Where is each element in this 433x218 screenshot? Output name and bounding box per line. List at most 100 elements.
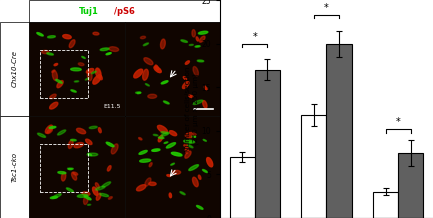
Ellipse shape [50, 102, 58, 109]
Ellipse shape [99, 75, 102, 80]
Ellipse shape [142, 69, 148, 80]
Ellipse shape [158, 125, 168, 133]
Ellipse shape [93, 187, 98, 195]
Ellipse shape [172, 170, 181, 174]
Y-axis label: Number of cells/section
(250 μm × 250 μm): Number of cells/section (250 μm × 250 μm… [185, 66, 199, 152]
Ellipse shape [71, 139, 76, 141]
Ellipse shape [164, 101, 169, 104]
Ellipse shape [161, 81, 168, 84]
Ellipse shape [100, 48, 109, 51]
Ellipse shape [152, 149, 160, 151]
Ellipse shape [184, 144, 187, 146]
Text: *: * [324, 3, 329, 13]
Ellipse shape [108, 197, 112, 199]
Ellipse shape [193, 66, 198, 76]
Ellipse shape [87, 204, 90, 205]
Ellipse shape [71, 68, 81, 71]
Ellipse shape [77, 128, 86, 134]
Ellipse shape [52, 70, 58, 81]
Ellipse shape [193, 177, 198, 187]
Bar [229, 157, 255, 218]
Ellipse shape [189, 95, 193, 97]
Ellipse shape [167, 175, 171, 177]
Ellipse shape [106, 53, 111, 55]
Ellipse shape [139, 150, 147, 154]
Ellipse shape [140, 36, 145, 39]
Ellipse shape [47, 128, 52, 134]
Ellipse shape [145, 84, 149, 86]
Ellipse shape [161, 132, 168, 134]
Ellipse shape [137, 92, 141, 94]
Bar [398, 153, 423, 218]
Ellipse shape [185, 61, 189, 64]
Ellipse shape [56, 79, 62, 83]
Ellipse shape [87, 71, 92, 81]
Ellipse shape [66, 188, 74, 192]
Text: Tuj1: Tuj1 [79, 7, 99, 17]
Text: *: * [252, 32, 257, 42]
Bar [39, 144, 88, 192]
Ellipse shape [88, 153, 91, 155]
Ellipse shape [185, 133, 196, 138]
Ellipse shape [68, 140, 73, 148]
Bar [39, 50, 88, 98]
Ellipse shape [89, 126, 97, 129]
Ellipse shape [84, 196, 91, 200]
Ellipse shape [91, 71, 96, 74]
Ellipse shape [161, 133, 169, 136]
Ellipse shape [84, 195, 88, 204]
Ellipse shape [204, 86, 207, 90]
Bar [126, 22, 220, 116]
Text: /pS6: /pS6 [114, 7, 135, 17]
Bar [0, 22, 29, 116]
Ellipse shape [93, 75, 101, 84]
Ellipse shape [161, 39, 165, 49]
Ellipse shape [109, 47, 119, 51]
Ellipse shape [189, 44, 193, 46]
Text: Tsc1-cko: Tsc1-cko [11, 152, 17, 182]
Ellipse shape [98, 128, 101, 133]
Ellipse shape [50, 196, 58, 199]
Ellipse shape [69, 40, 75, 48]
Ellipse shape [45, 125, 52, 133]
Ellipse shape [136, 92, 141, 93]
Ellipse shape [77, 194, 88, 197]
Ellipse shape [50, 94, 56, 99]
Bar [255, 70, 280, 218]
Ellipse shape [183, 77, 187, 80]
Ellipse shape [185, 151, 191, 158]
Ellipse shape [158, 137, 164, 139]
Ellipse shape [140, 159, 151, 162]
Ellipse shape [107, 166, 111, 171]
Ellipse shape [180, 192, 185, 195]
Ellipse shape [171, 163, 174, 165]
Ellipse shape [153, 134, 158, 136]
Ellipse shape [49, 126, 56, 128]
Ellipse shape [100, 193, 109, 197]
Bar [29, 0, 220, 22]
Bar [126, 116, 220, 218]
Ellipse shape [171, 152, 182, 156]
Ellipse shape [96, 186, 105, 190]
Bar [0, 116, 29, 218]
Ellipse shape [134, 69, 143, 78]
Ellipse shape [144, 58, 153, 65]
Ellipse shape [86, 139, 92, 145]
Ellipse shape [203, 100, 207, 108]
Ellipse shape [58, 130, 66, 135]
Ellipse shape [136, 185, 146, 191]
Ellipse shape [189, 165, 198, 170]
Ellipse shape [71, 172, 77, 180]
Ellipse shape [189, 141, 193, 143]
Ellipse shape [95, 68, 101, 78]
Ellipse shape [149, 163, 152, 167]
Text: E11.5: E11.5 [103, 104, 121, 109]
Ellipse shape [42, 50, 49, 54]
Ellipse shape [184, 140, 195, 143]
Ellipse shape [73, 172, 78, 175]
Ellipse shape [78, 63, 84, 66]
Ellipse shape [52, 70, 55, 72]
Ellipse shape [86, 68, 94, 73]
Ellipse shape [57, 80, 63, 88]
Ellipse shape [203, 140, 207, 141]
